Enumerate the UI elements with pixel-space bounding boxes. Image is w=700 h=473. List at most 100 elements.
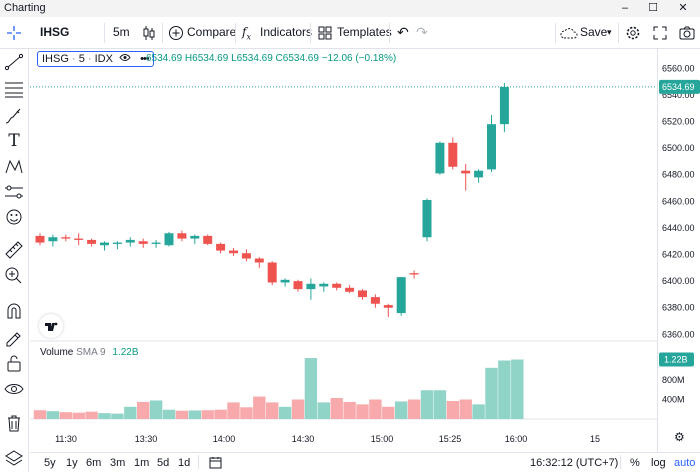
camera-icon[interactable]	[679, 17, 695, 48]
ruler-icon[interactable]	[3, 239, 25, 259]
candle-body	[396, 277, 406, 314]
candle-body	[332, 283, 342, 288]
range-1m-button[interactable]: 1m	[134, 457, 150, 469]
volume-bar	[240, 407, 253, 419]
interval-button[interactable]: 5m	[113, 25, 130, 39]
range-3m-button[interactable]: 3m	[110, 457, 126, 469]
go-to-date-icon[interactable]	[209, 456, 222, 472]
gear-icon[interactable]	[625, 17, 641, 48]
visibility-eye-icon[interactable]	[119, 53, 134, 65]
volume-bar	[137, 401, 150, 419]
tradingview-logo[interactable]	[39, 314, 63, 338]
chart-settings-gear-icon: ⚙	[674, 430, 685, 444]
indicators-button[interactable]: Indicators	[260, 25, 313, 39]
cloud-icon[interactable]	[560, 17, 578, 48]
volume-legend[interactable]: Volume SMA 9 1.22B	[40, 347, 139, 358]
templates-button[interactable]: Templates	[337, 25, 392, 39]
candle-body	[74, 238, 84, 240]
range-5d-button[interactable]: 5d	[157, 457, 170, 469]
volume-tick-label: 400M	[662, 395, 685, 405]
legend-interval: 5	[78, 53, 85, 65]
brush-icon[interactable]	[3, 106, 25, 126]
candle-style-icon[interactable]	[142, 17, 156, 48]
symbol-search-button[interactable]: IHSG	[40, 25, 70, 39]
price-axis[interactable]: 6560.00 6540.00 6520.00 6500.00 6480.00 6460.…	[657, 49, 700, 452]
candle-body	[125, 239, 135, 243]
time-tick-label: 15:00	[371, 434, 394, 444]
volume-bar	[111, 413, 124, 419]
trend-line-icon[interactable]	[3, 52, 25, 72]
eye-icon[interactable]	[3, 379, 25, 399]
time-tick-label: 15	[590, 434, 600, 444]
crosshair-icon[interactable]	[5, 17, 23, 48]
bottom-toolbar: 5y 1y 6m 3m 1m 5d 1d 16:32:12 (UTC+7) % …	[30, 452, 700, 472]
compare-button[interactable]: Compare	[187, 25, 237, 39]
volume-bar	[420, 390, 434, 419]
time-tick-label: 15:25	[439, 434, 462, 444]
zoom-in-icon[interactable]	[3, 265, 25, 285]
undo-icon[interactable]: ↶	[397, 24, 409, 40]
close-button[interactable]: ✕	[678, 2, 688, 14]
last-price-badge	[659, 79, 700, 94]
volume-bar	[253, 396, 266, 419]
candle-body	[499, 86, 509, 125]
redo-icon[interactable]: ↷	[416, 24, 428, 40]
clock[interactable]: 16:32:12 (UTC+7)	[530, 457, 619, 469]
volume-bar	[175, 410, 189, 419]
price-tick-label: 6560.00	[662, 63, 695, 73]
volume-bar	[291, 399, 305, 419]
layers-icon[interactable]	[3, 448, 25, 468]
percent-scale-button[interactable]: %	[630, 457, 640, 469]
candle-body	[383, 305, 393, 308]
volume-legend-sma: SMA 9	[76, 347, 106, 358]
pattern-icon[interactable]	[3, 157, 25, 177]
volume-bar	[459, 399, 472, 419]
volume-bar	[162, 409, 176, 419]
save-button[interactable]: Save	[580, 25, 608, 39]
candle-body	[100, 242, 109, 246]
volume-bar	[446, 400, 459, 419]
text-tool-icon[interactable]: T	[8, 131, 20, 151]
volume-bar	[98, 413, 111, 419]
volume-legend-name: Volume	[40, 347, 74, 358]
lock-icon[interactable]	[3, 353, 25, 373]
candle-body	[448, 142, 458, 167]
series-legend[interactable]: IHSG · 5 · IDX •••	[37, 51, 154, 67]
prediction-icon[interactable]	[3, 182, 25, 202]
more-options-icon[interactable]: •••	[140, 53, 150, 65]
price-chart[interactable]: 11:30 13:30 14:00 14:30 15:00 15:25 16:00 15	[30, 49, 657, 452]
volume-bar	[124, 406, 137, 419]
volume-bar	[304, 358, 318, 419]
trash-icon[interactable]	[3, 413, 25, 433]
legend-symbol: IHSG	[42, 53, 69, 65]
fib-retracement-icon[interactable]	[3, 79, 25, 99]
candle-body	[48, 237, 58, 242]
save-menu-chevron-icon[interactable]: ▾	[607, 27, 612, 37]
window-title: Charting	[4, 2, 46, 14]
range-5y-button[interactable]: 5y	[44, 457, 56, 469]
indicators-icon[interactable]: fx	[242, 25, 251, 42]
range-1y-button[interactable]: 1y	[66, 457, 78, 469]
compare-icon[interactable]	[168, 17, 184, 48]
volume-bar	[472, 404, 485, 419]
log-scale-button[interactable]: log	[651, 457, 666, 469]
volume-bar	[278, 406, 292, 419]
minimize-button[interactable]: –	[621, 2, 629, 14]
range-1d-button[interactable]: 1d	[178, 457, 191, 469]
templates-icon[interactable]	[318, 17, 332, 48]
fullscreen-icon[interactable]	[653, 17, 667, 48]
candle-body	[409, 273, 419, 275]
auto-scale-button[interactable]: auto	[674, 457, 696, 469]
candle-body	[151, 242, 161, 244]
maximize-button[interactable]: ☐	[648, 2, 658, 14]
candle-body	[138, 241, 148, 244]
volume-bar	[511, 359, 524, 419]
range-6m-button[interactable]: 6m	[86, 457, 102, 469]
candle-body	[370, 297, 380, 304]
magnet-icon[interactable]	[3, 301, 25, 321]
candle-body	[435, 142, 445, 174]
emoji-icon[interactable]	[3, 207, 25, 227]
volume-bar	[433, 390, 447, 419]
drawing-toolbar: T	[0, 49, 29, 472]
stay-in-drawing-mode-icon[interactable]	[3, 327, 25, 347]
